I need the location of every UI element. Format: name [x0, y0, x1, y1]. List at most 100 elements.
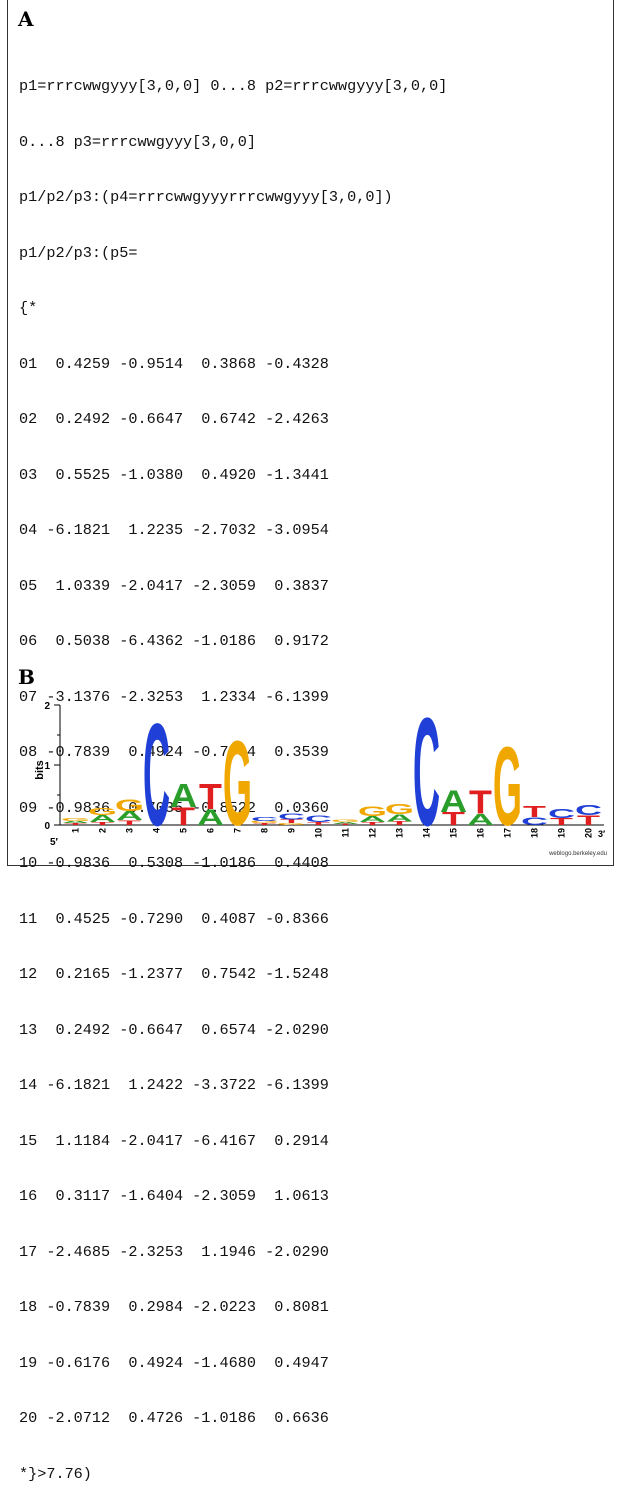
- code-header-line: p1/p2/p3:(p4=rrrcwwgyyyrrrcwwgyyy[3,0,0]…: [19, 188, 393, 206]
- y-tick-label: 2: [44, 701, 50, 712]
- position-label: 7: [233, 828, 243, 833]
- logo-letter-a: A: [116, 809, 143, 823]
- position-labels: 1 2 3 4 5 6 7 8 9 10 11 12 13 14 15 16 17 18 19 20: [71, 828, 594, 838]
- position-label: 12: [368, 828, 378, 838]
- position-label: 8: [260, 828, 270, 833]
- logo-letter-g: G: [115, 797, 144, 815]
- logo-letter-c: C: [251, 816, 278, 823]
- panel-b-label: B: [18, 665, 35, 689]
- logo-letter-g: G: [277, 823, 306, 826]
- logo-letter-a: A: [359, 814, 386, 824]
- logo-credit: weblogo.berkeley.edu: [548, 851, 607, 857]
- logo-letter-t: T: [280, 819, 304, 825]
- matrix-row: 13 0.2492 -0.6647 0.6574 -2.0290: [19, 1020, 329, 1039]
- matrix-row: 12 0.2165 -1.2377 0.7542 -1.5248: [19, 965, 329, 983]
- logo-letter-c: C: [548, 807, 575, 821]
- logo-letter-t: T: [91, 821, 114, 826]
- logo-letter-t: T: [64, 823, 87, 826]
- position-label: 1: [71, 828, 81, 833]
- logo-letter-a: A: [197, 805, 224, 830]
- logo-letter-t: T: [523, 803, 546, 821]
- logo-letter-t: T: [172, 802, 196, 830]
- code-header-line: {*: [19, 299, 38, 317]
- logo-letter-t: T: [253, 823, 276, 826]
- position-label: 3: [125, 828, 135, 833]
- logo-letter-t: T: [388, 821, 412, 827]
- matrix-row: 20 -2.0712 0.4726 -1.0186 0.6636: [19, 1409, 329, 1427]
- panel-a-label: A: [18, 7, 34, 31]
- logo-letter-t: T: [442, 809, 465, 829]
- logo-letter-a: A: [89, 813, 116, 824]
- position-label: 19: [557, 828, 567, 838]
- code-header-line: 0...8 p3=rrrcwwgyyy[3,0,0]: [19, 132, 256, 151]
- matrix-row: 09 -0.9836 0.7035 -0.8522 0.0360: [19, 798, 329, 817]
- position-label: 16: [476, 828, 486, 838]
- figure-frame: [7, 0, 614, 866]
- position-label: 10: [314, 828, 324, 838]
- matrix-row: 04 -6.1821 1.2235 -2.7032 -3.0954: [19, 521, 329, 539]
- position-label: 13: [395, 828, 405, 838]
- position-label: 6: [206, 828, 216, 833]
- position-label: 20: [584, 828, 594, 838]
- position-label: 15: [449, 828, 459, 838]
- logo-letter-c: C: [305, 814, 332, 824]
- logo-letter-t: T: [469, 784, 492, 822]
- position-label: 17: [503, 828, 513, 838]
- code-footer-line: *}>7.76): [19, 1464, 92, 1483]
- position-label: 18: [530, 828, 540, 838]
- position-label: 5: [179, 828, 189, 833]
- matrix-row: 03 0.5525 -1.0380 0.4920 -1.3441: [19, 465, 329, 484]
- matrix-row: 15 1.1184 -2.0417 -6.4167 0.2914: [19, 1131, 329, 1150]
- logo-letter-a: A: [440, 784, 467, 819]
- logo-letter-t: T: [334, 823, 357, 825]
- matrix-row: 08 -0.7839 0.4924 -0.7784 0.3539: [19, 743, 329, 761]
- logo-letter-t: T: [199, 777, 222, 817]
- matrix-row: 01 0.4259 -0.9514 0.3868 -0.4328: [19, 354, 329, 373]
- y-tick-label: 0: [44, 821, 50, 832]
- logo-letter-a: A: [467, 811, 494, 829]
- five-prime-label: 5′: [50, 837, 59, 848]
- logo-letter-c: C: [413, 695, 440, 858]
- logo-letter-t: T: [361, 821, 384, 826]
- matrix-row: 17 -2.4685 -2.3253 1.1946 -2.0290: [19, 1242, 329, 1261]
- matrix-row: 19 -0.6176 0.4924 -1.4680 0.4947: [19, 1353, 329, 1372]
- matrix-row: 02 0.2492 -0.6647 0.6742 -2.4263: [19, 410, 329, 428]
- logo-letter-g: G: [250, 820, 279, 824]
- matrix-row: 07 -3.1376 -2.3253 1.2334 -6.1399: [19, 687, 329, 706]
- logo-letter-c: C: [521, 815, 548, 827]
- logo-letter-g: G: [358, 804, 387, 820]
- logo-letter-a: A: [386, 812, 413, 823]
- matrix-row: 11 0.4525 -0.7290 0.4087 -0.8366: [19, 909, 329, 928]
- logo-letter-c: C: [575, 802, 602, 819]
- logo-letter-g: G: [385, 801, 414, 818]
- matrix-row: 18 -0.7839 0.2984 -2.0223 0.8081: [19, 1298, 329, 1316]
- logo-letter-a: A: [332, 822, 359, 825]
- matrix-row: 05 1.0339 -2.0417 -2.3059 0.3837: [19, 576, 329, 595]
- logo-letter-t: T: [577, 813, 600, 829]
- position-label: 2: [98, 828, 108, 833]
- three-prime-label: 3′: [598, 829, 605, 839]
- matrix-row: 14 -6.1821 1.2422 -3.3722 -6.1399: [19, 1076, 329, 1094]
- logo-letter-c: C: [278, 812, 305, 822]
- logo-letter-t: T: [307, 821, 330, 826]
- position-label: 14: [422, 828, 432, 838]
- logo-letter-g: G: [88, 806, 117, 817]
- matrix-row: 06 0.5038 -6.4362 -1.0186 0.9172: [19, 632, 329, 650]
- y-axis-label: bits: [34, 760, 46, 780]
- logo-letter-a: A: [62, 820, 89, 824]
- position-label: 9: [287, 828, 297, 833]
- position-label: 4: [152, 828, 162, 833]
- logo-letter-g: G: [331, 819, 360, 823]
- logo-letter-t: T: [118, 819, 142, 826]
- code-header-line: p1/p2/p3:(p5=: [19, 243, 138, 262]
- logo-letter-g: G: [223, 716, 252, 851]
- logo-letter-g: G: [61, 817, 90, 822]
- matrix-row: 16 0.3117 -1.6404 -2.3059 1.0613: [19, 1187, 329, 1205]
- position-label: 11: [341, 828, 351, 838]
- logo-letter-g: G: [493, 723, 522, 849]
- logo-letter-c: C: [143, 695, 170, 857]
- logo-letter-a: A: [170, 777, 197, 815]
- logo-letter-t: T: [550, 816, 573, 827]
